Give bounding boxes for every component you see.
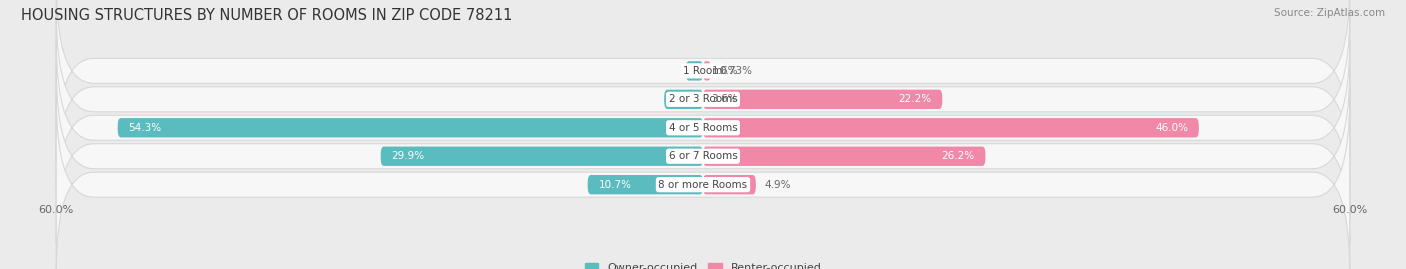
Text: 3.6%: 3.6% xyxy=(711,94,738,104)
FancyBboxPatch shape xyxy=(686,61,703,80)
Text: 46.0%: 46.0% xyxy=(1156,123,1188,133)
FancyBboxPatch shape xyxy=(56,98,1350,269)
FancyBboxPatch shape xyxy=(664,90,703,109)
Text: 6 or 7 Rooms: 6 or 7 Rooms xyxy=(669,151,737,161)
FancyBboxPatch shape xyxy=(381,147,703,166)
FancyBboxPatch shape xyxy=(56,69,1350,243)
Text: 26.2%: 26.2% xyxy=(942,151,974,161)
Text: 8 or more Rooms: 8 or more Rooms xyxy=(658,180,748,190)
FancyBboxPatch shape xyxy=(703,147,986,166)
FancyBboxPatch shape xyxy=(56,0,1350,158)
FancyBboxPatch shape xyxy=(588,175,703,194)
FancyBboxPatch shape xyxy=(703,118,1199,137)
FancyBboxPatch shape xyxy=(118,118,703,137)
Text: 29.9%: 29.9% xyxy=(391,151,425,161)
Text: 1.6%: 1.6% xyxy=(711,66,738,76)
FancyBboxPatch shape xyxy=(703,90,942,109)
Text: 22.2%: 22.2% xyxy=(898,94,932,104)
FancyBboxPatch shape xyxy=(56,41,1350,215)
Text: 54.3%: 54.3% xyxy=(128,123,162,133)
Text: 4.9%: 4.9% xyxy=(765,180,792,190)
Text: 4 or 5 Rooms: 4 or 5 Rooms xyxy=(669,123,737,133)
FancyBboxPatch shape xyxy=(703,61,711,80)
Text: 2 or 3 Rooms: 2 or 3 Rooms xyxy=(669,94,737,104)
Text: HOUSING STRUCTURES BY NUMBER OF ROOMS IN ZIP CODE 78211: HOUSING STRUCTURES BY NUMBER OF ROOMS IN… xyxy=(21,8,512,23)
FancyBboxPatch shape xyxy=(56,12,1350,186)
Legend: Owner-occupied, Renter-occupied: Owner-occupied, Renter-occupied xyxy=(585,263,821,269)
Text: Source: ZipAtlas.com: Source: ZipAtlas.com xyxy=(1274,8,1385,18)
FancyBboxPatch shape xyxy=(703,175,756,194)
Text: 1 Room: 1 Room xyxy=(683,66,723,76)
Text: 0.73%: 0.73% xyxy=(720,66,752,76)
Text: 10.7%: 10.7% xyxy=(599,180,631,190)
